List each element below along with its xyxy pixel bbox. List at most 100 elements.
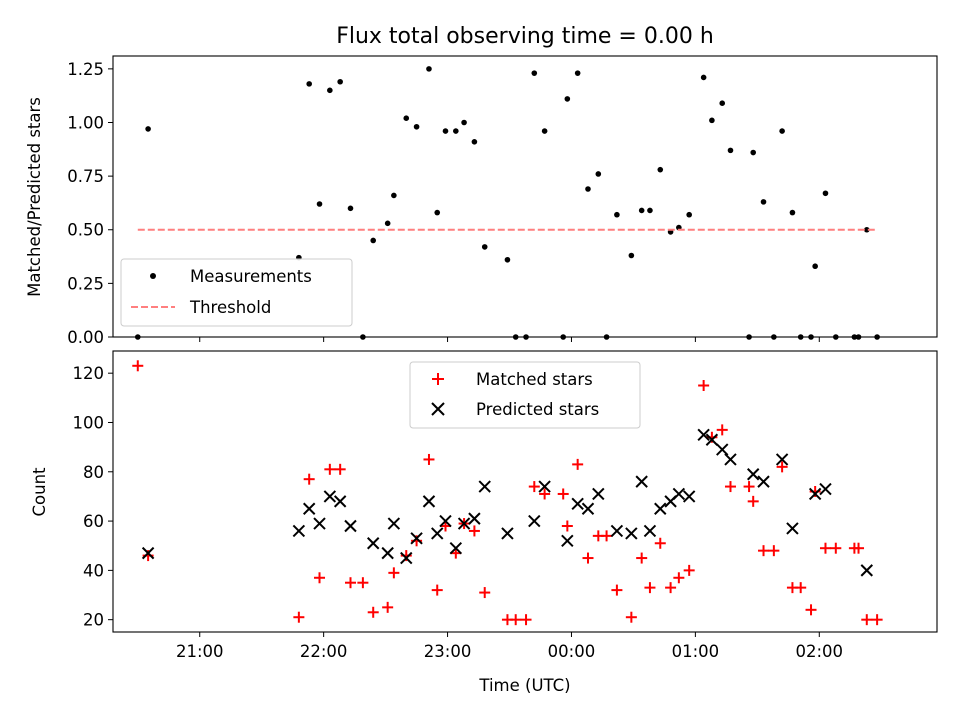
predicted-stars-point	[381, 546, 394, 560]
matched-stars-point	[747, 495, 759, 507]
matched-stars-point	[582, 552, 594, 564]
measurements-point	[337, 78, 343, 85]
matched-stars-point	[132, 360, 144, 372]
measurements-point	[574, 70, 581, 76]
y-tick-label: 0.75	[67, 167, 104, 186]
matched-stars-point	[795, 582, 807, 594]
predicted-stars-point	[786, 522, 799, 535]
predicted-stars-point	[457, 517, 471, 530]
predicted-stars-point	[581, 502, 595, 515]
measurements-point	[384, 220, 391, 227]
matched-stars-point	[314, 572, 326, 584]
measurements-point	[370, 237, 377, 244]
matched-stars-point	[768, 545, 780, 557]
matched-stars-point	[303, 473, 315, 485]
predicted-stars-point	[478, 480, 491, 493]
ratio-axes: 0.00 0.25 0.50 0.75 1.00 1.25	[67, 60, 820, 347]
legend-label-measurements: Measurements	[190, 267, 312, 286]
measurements-point	[779, 128, 785, 134]
matched-stars-point	[468, 525, 480, 537]
matched-legend-marker	[432, 373, 444, 385]
measurements-point	[686, 211, 692, 218]
predicted-stars-point	[571, 497, 584, 511]
y-tick-label: 40	[83, 561, 104, 580]
matched-stars-point	[665, 582, 677, 594]
matched-stars-point	[382, 601, 394, 613]
predicted-stars-point	[449, 541, 463, 555]
measurements-point	[403, 115, 410, 122]
legend-box	[120, 258, 353, 327]
predicted-legend-marker	[431, 402, 445, 416]
matched-stars-point	[698, 380, 710, 392]
measurements-point	[504, 256, 511, 263]
predicted-stars-point	[333, 495, 347, 508]
y-tick-label: 0.50	[67, 221, 104, 240]
x-tick-label: 22:00	[300, 642, 348, 661]
predicted-stars-point	[501, 527, 514, 540]
legend-label-threshold: Threshold	[189, 298, 271, 317]
legend-label-predicted: Predicted stars	[476, 400, 599, 419]
matched-stars-point	[423, 453, 435, 465]
matched-stars-point	[644, 582, 656, 594]
measurements-point	[863, 226, 870, 233]
matched-stars-point	[871, 614, 883, 626]
predicted-stars-point	[724, 453, 737, 466]
measurements-point	[750, 149, 757, 156]
measurements-point	[316, 201, 323, 207]
y-tick-label: 20	[83, 611, 104, 630]
ratio-axes-frame	[112, 55, 938, 338]
predicted-stars-point	[292, 524, 306, 538]
matched-stars-point	[479, 587, 491, 599]
predicted-stars-point	[746, 468, 760, 481]
matched-stars-point	[520, 614, 532, 626]
measurements-point	[145, 126, 151, 132]
measurements-point	[413, 123, 420, 130]
measurements-point	[564, 96, 571, 102]
measurements-point	[647, 207, 653, 214]
y-tick-label: 1.25	[67, 60, 104, 79]
measurements-point	[453, 128, 459, 134]
matched-stars-point	[344, 577, 356, 589]
measurements-point	[638, 207, 645, 214]
x-tick-label: 01:00	[672, 642, 720, 661]
predicted-stars-point	[775, 453, 789, 466]
predicted-stars-point	[561, 534, 574, 548]
matched-stars-point	[861, 614, 873, 626]
measurements-point	[700, 74, 707, 81]
predicted-stars-point	[387, 517, 401, 530]
predicted-stars-point	[716, 443, 729, 456]
matched-stars-point	[528, 481, 540, 493]
matched-stars-point	[557, 488, 569, 500]
measurements-point	[727, 147, 734, 154]
predicted-stars-point	[808, 487, 822, 501]
ratio-plot-area	[134, 66, 880, 340]
matched-stars-point	[510, 614, 522, 626]
matched-stars-point	[758, 545, 770, 557]
predicted-stars-point	[431, 527, 444, 540]
y-tick-label: 1.00	[67, 113, 104, 132]
predicted-stars-point	[422, 495, 436, 508]
measurements-point	[614, 211, 620, 218]
measurements-point	[709, 117, 715, 124]
count-axes-frame	[112, 350, 938, 633]
predicted-stars-point	[439, 514, 452, 528]
x-axis-label: Time (UTC)	[478, 676, 570, 695]
measurements-point	[822, 190, 829, 197]
measurements-point	[471, 139, 478, 145]
y-tick-label: 100	[73, 413, 105, 432]
matched-stars-point	[601, 530, 613, 542]
ratio-panel: Flux total observing time = 0.00 h Match…	[25, 24, 938, 347]
measurements-point	[391, 192, 397, 199]
x-tick-label: 02:00	[796, 642, 844, 661]
matched-stars-point	[293, 611, 305, 623]
predicted-stars-point	[313, 517, 326, 530]
predicted-stars-point	[344, 519, 357, 533]
count-axes: 21:00 22:00 23:00 00:00 01:00 02:00 20 40 60 80 10…	[73, 364, 844, 661]
measurements-point	[760, 199, 767, 205]
predicted-stars-point	[610, 524, 624, 538]
matched-stars-point	[625, 611, 637, 623]
matched-stars-point	[367, 606, 379, 618]
matched-stars-point	[334, 463, 346, 475]
predicted-stars-point	[860, 564, 873, 577]
